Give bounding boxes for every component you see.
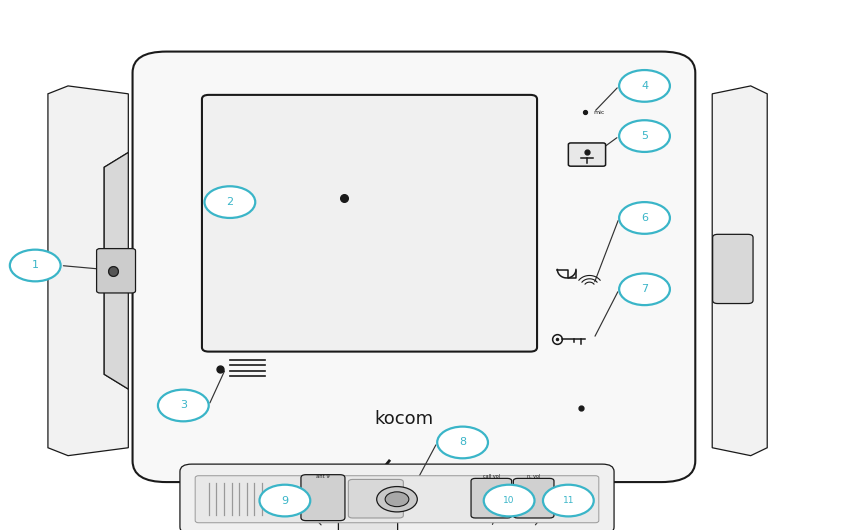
- Circle shape: [619, 202, 670, 234]
- Text: 1: 1: [31, 261, 39, 270]
- Circle shape: [158, 390, 209, 421]
- Text: mic: mic: [593, 110, 605, 115]
- Text: ant 9: ant 9: [316, 474, 329, 479]
- Polygon shape: [156, 73, 166, 461]
- Circle shape: [385, 492, 409, 507]
- Circle shape: [377, 486, 418, 512]
- Polygon shape: [48, 86, 128, 456]
- Circle shape: [10, 250, 60, 281]
- Text: 9: 9: [281, 495, 289, 506]
- FancyBboxPatch shape: [348, 479, 403, 518]
- FancyBboxPatch shape: [339, 510, 397, 531]
- FancyBboxPatch shape: [301, 475, 345, 520]
- Polygon shape: [712, 86, 767, 456]
- Circle shape: [619, 273, 670, 305]
- Text: 2: 2: [227, 197, 233, 207]
- FancyBboxPatch shape: [202, 95, 537, 352]
- FancyBboxPatch shape: [712, 234, 753, 304]
- Text: 5: 5: [641, 131, 648, 141]
- FancyBboxPatch shape: [132, 52, 695, 482]
- FancyBboxPatch shape: [180, 464, 614, 531]
- Circle shape: [619, 70, 670, 102]
- Circle shape: [484, 485, 535, 517]
- FancyBboxPatch shape: [568, 143, 605, 166]
- Polygon shape: [104, 152, 128, 389]
- FancyBboxPatch shape: [97, 249, 136, 293]
- Text: call vol: call vol: [483, 474, 500, 479]
- Text: kocom: kocom: [374, 410, 434, 427]
- Text: 11: 11: [563, 496, 574, 505]
- Circle shape: [543, 485, 593, 517]
- Circle shape: [619, 120, 670, 152]
- Text: 10: 10: [503, 496, 514, 505]
- FancyBboxPatch shape: [514, 478, 554, 518]
- Circle shape: [205, 186, 256, 218]
- FancyBboxPatch shape: [195, 476, 599, 523]
- Text: 7: 7: [641, 284, 648, 294]
- Text: 8: 8: [459, 438, 466, 448]
- Text: n. vol: n. vol: [527, 474, 540, 479]
- Circle shape: [437, 426, 488, 458]
- FancyBboxPatch shape: [471, 478, 512, 518]
- Text: 4: 4: [641, 81, 648, 91]
- Text: 6: 6: [641, 213, 648, 223]
- Circle shape: [260, 485, 310, 517]
- Text: 3: 3: [180, 400, 187, 410]
